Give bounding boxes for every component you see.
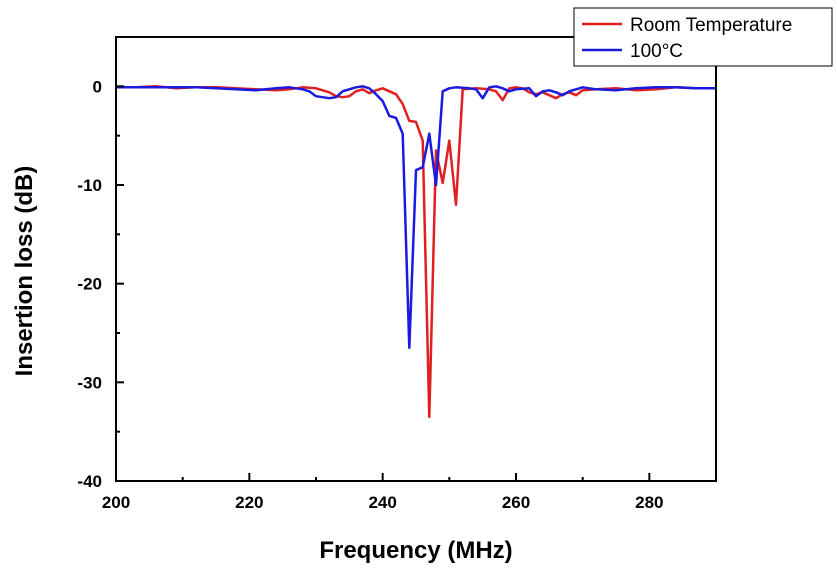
- legend-label-100c: 100°C: [630, 41, 683, 62]
- y-tick-label: -20: [77, 275, 102, 294]
- series-line-0: [116, 85, 716, 419]
- x-tick-label: 280: [635, 493, 663, 512]
- y-tick-label: -40: [77, 472, 102, 491]
- legend-label-room-temperature: Room Temperature: [630, 15, 792, 36]
- legend-box: [573, 7, 833, 67]
- ticks-layer: 200 220 240 260 280 0 -10 -20 -30 -40: [77, 77, 663, 512]
- x-tick-label: 260: [502, 493, 530, 512]
- y-tick-label: 0: [93, 77, 102, 96]
- x-tick-label: 200: [102, 493, 130, 512]
- plot-frame: [115, 36, 717, 482]
- y-tick-label: -10: [77, 176, 102, 195]
- series-layer: [116, 85, 716, 419]
- x-axis-title: Frequency (MHz): [319, 537, 512, 564]
- series-line-1: [116, 85, 716, 350]
- x-tick-label: 220: [235, 493, 263, 512]
- x-tick-label: 240: [368, 493, 396, 512]
- y-axis-title: Insertion loss (dB): [11, 166, 38, 377]
- legend: Room Temperature 100°C: [573, 7, 833, 67]
- y-tick-label: -30: [77, 373, 102, 392]
